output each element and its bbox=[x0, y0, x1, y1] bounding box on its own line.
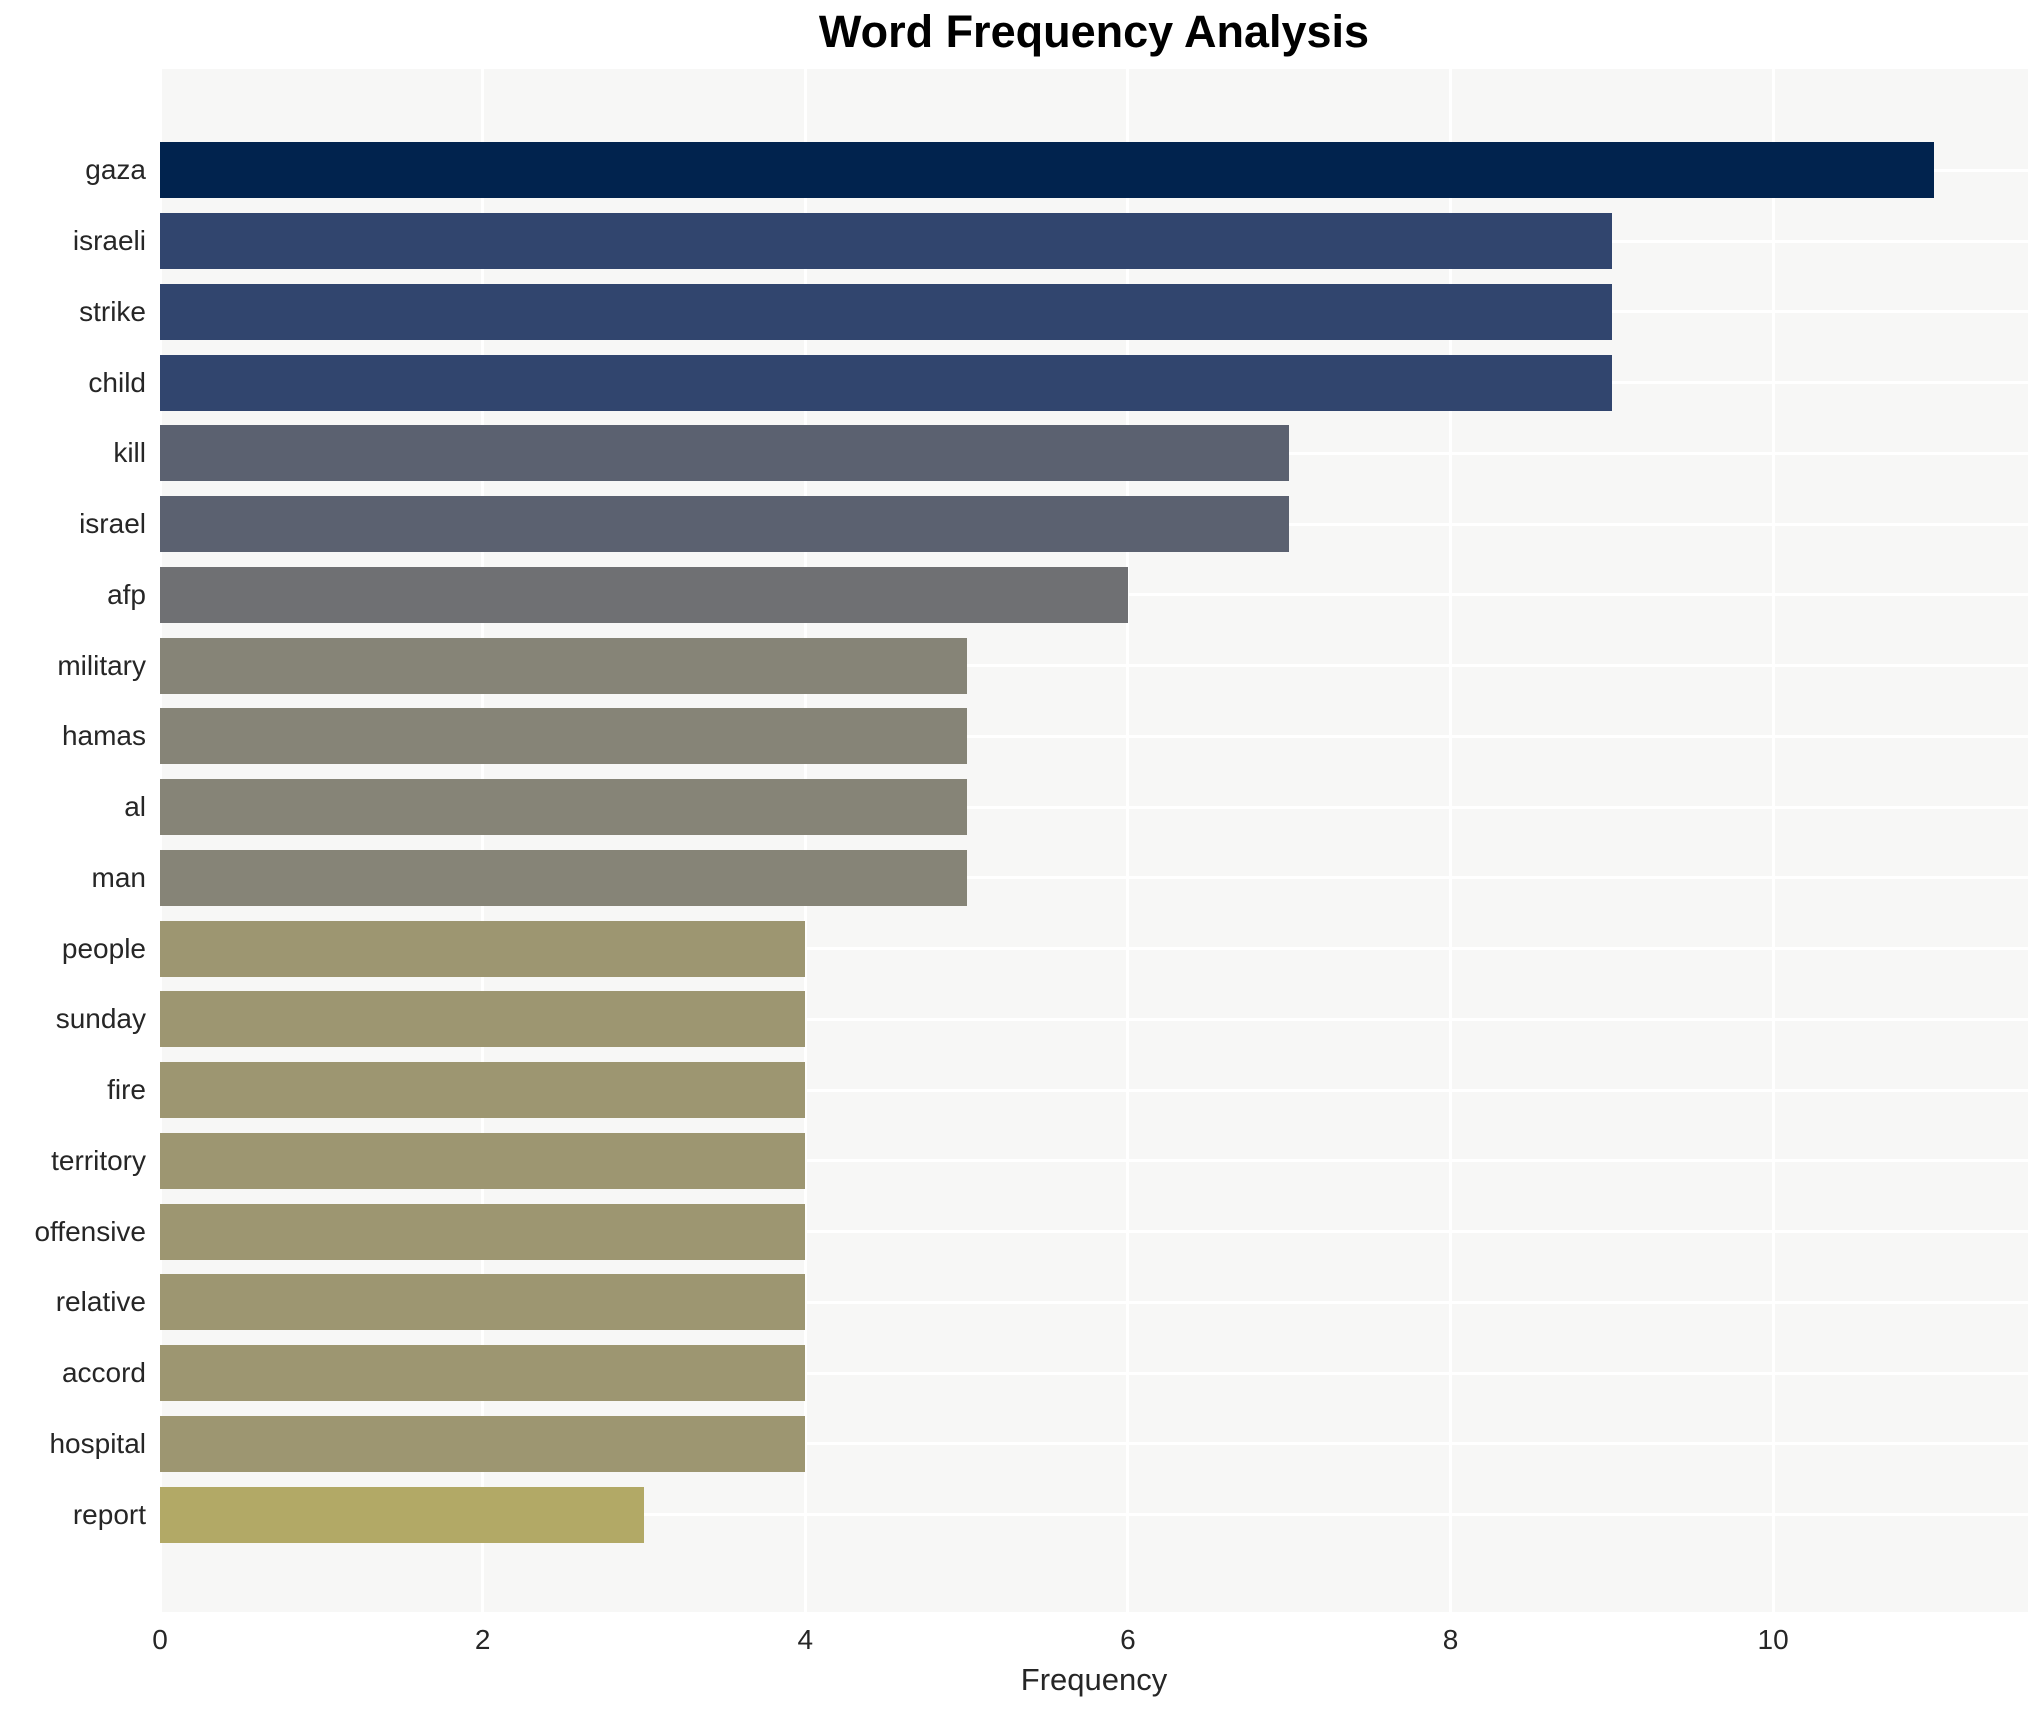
gridline-y-report bbox=[160, 1513, 2028, 1517]
gridline-y-hospital bbox=[160, 1442, 2028, 1446]
x-tick-label-0: 0 bbox=[152, 1624, 168, 1655]
y-axis-label-afp: afp bbox=[107, 578, 146, 610]
y-axis-label-man: man bbox=[91, 861, 146, 893]
y-axis-label-accord: accord bbox=[61, 1357, 146, 1389]
x-axis-label: Frequency bbox=[1020, 1662, 1168, 1697]
y-axis-label-hamas: hamas bbox=[61, 720, 146, 752]
x-tick-label-8: 8 bbox=[1442, 1624, 1459, 1655]
gridline-y-sunday bbox=[160, 1017, 2028, 1021]
gridline-y-military bbox=[160, 664, 2028, 668]
bar-sunday bbox=[160, 991, 806, 1048]
gridline-y-accord bbox=[160, 1371, 2028, 1375]
y-axis-label-strike: strike bbox=[79, 295, 146, 327]
y-axis-label-offensive: offensive bbox=[34, 1215, 146, 1247]
gridline-y-people bbox=[160, 947, 2028, 951]
y-axis-label-military: military bbox=[57, 649, 146, 681]
y-axis-label-hospital: hospital bbox=[49, 1427, 146, 1459]
y-axis-label-kill: kill bbox=[113, 437, 146, 469]
gridline-y-man bbox=[160, 876, 2028, 880]
bar-gaza bbox=[160, 142, 1935, 199]
bar-al bbox=[160, 779, 967, 836]
bar-hamas bbox=[160, 708, 967, 765]
y-axis-label-territory: territory bbox=[51, 1144, 146, 1176]
gridline-x-0 bbox=[158, 69, 162, 1612]
y-axis-label-israeli: israeli bbox=[72, 225, 146, 257]
x-tick-label-2: 2 bbox=[474, 1624, 491, 1655]
bar-israel bbox=[160, 496, 1290, 553]
chart-title: Word Frequency Analysis bbox=[818, 6, 1370, 57]
y-axis-label-people: people bbox=[61, 932, 146, 964]
x-tick-label-4: 4 bbox=[797, 1624, 814, 1655]
y-axis-label-fire: fire bbox=[107, 1074, 146, 1106]
plot-area bbox=[158, 69, 2028, 1612]
gridline-x-6 bbox=[1126, 69, 1130, 1612]
y-axis-label-report: report bbox=[72, 1498, 146, 1530]
gridline-y-territory bbox=[160, 1159, 2028, 1163]
x-tick-label-6: 6 bbox=[1120, 1624, 1136, 1655]
gridline-x-4 bbox=[803, 69, 807, 1612]
bar-israeli bbox=[160, 213, 1612, 270]
y-axis-label-al: al bbox=[124, 791, 146, 823]
bar-man bbox=[160, 849, 967, 906]
bar-child bbox=[160, 354, 1612, 411]
gridline-y-hamas bbox=[160, 734, 2028, 738]
gridline-x-10 bbox=[1771, 69, 1775, 1612]
gridline-x-8 bbox=[1449, 69, 1452, 1612]
bar-accord bbox=[160, 1345, 806, 1402]
y-axis-label-child: child bbox=[88, 366, 146, 398]
y-axis-label-sunday: sunday bbox=[55, 1003, 146, 1035]
y-axis-label-gaza: gaza bbox=[85, 154, 146, 186]
bar-military bbox=[160, 637, 967, 694]
bar-hospital bbox=[160, 1415, 806, 1472]
y-axis-label-israel: israel bbox=[79, 508, 146, 540]
x-tick-label-10: 10 bbox=[1757, 1624, 1789, 1655]
bar-people bbox=[160, 920, 806, 977]
gridline-y-relative bbox=[160, 1300, 2028, 1304]
bar-kill bbox=[160, 425, 1290, 482]
bar-report bbox=[160, 1486, 644, 1543]
bar-afp bbox=[160, 566, 1128, 623]
bar-territory bbox=[160, 1132, 806, 1189]
y-axis-label-relative: relative bbox=[55, 1286, 146, 1318]
gridline-y-al bbox=[160, 805, 2028, 809]
bar-strike bbox=[160, 283, 1612, 340]
bar-fire bbox=[160, 1062, 806, 1119]
gridline-y-offensive bbox=[160, 1230, 2028, 1234]
gridline-x-2 bbox=[481, 69, 485, 1612]
gridline-y-fire bbox=[160, 1088, 2028, 1092]
bar-offensive bbox=[160, 1203, 806, 1260]
bar-relative bbox=[160, 1274, 806, 1331]
